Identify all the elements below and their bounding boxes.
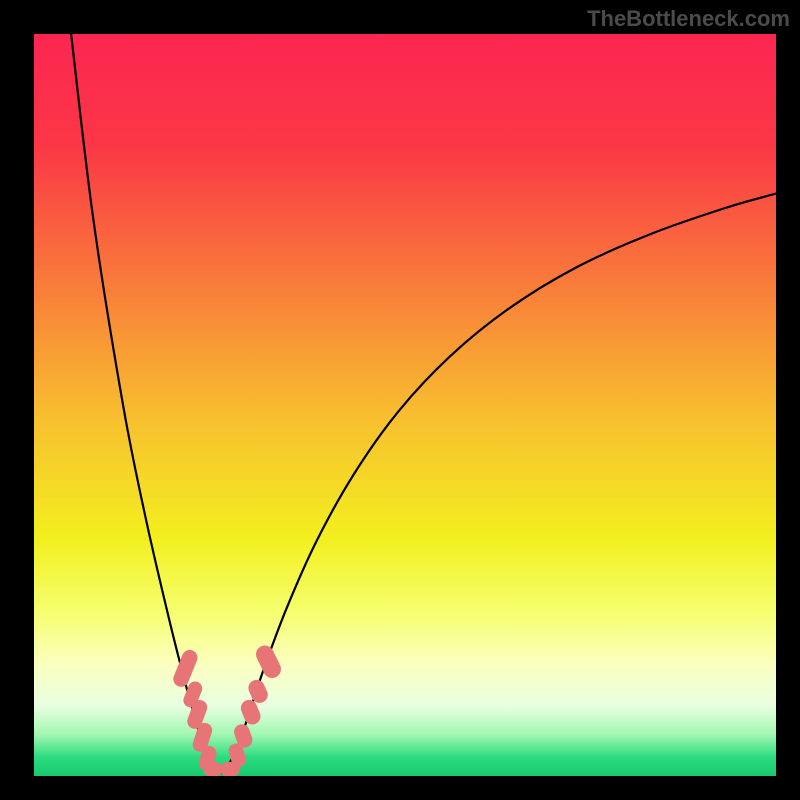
bottleneck-chart: [0, 0, 800, 800]
watermark-text: TheBottleneck.com: [587, 6, 790, 32]
chart-svg: [0, 0, 800, 800]
